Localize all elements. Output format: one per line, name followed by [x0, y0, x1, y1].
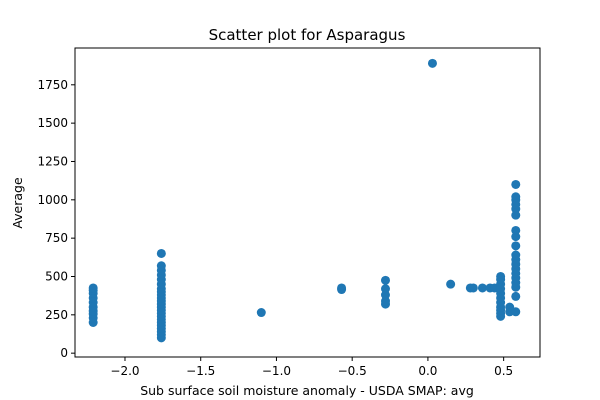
x-tick-label: −1.0 — [262, 364, 291, 378]
x-axis-label: Sub surface soil moisture anomaly - USDA… — [140, 383, 474, 398]
data-point — [446, 279, 456, 289]
y-tick-label: 1000 — [37, 193, 68, 207]
data-point — [381, 275, 390, 285]
data-point — [256, 308, 266, 318]
data-point — [511, 250, 521, 260]
y-tick-label: 1500 — [37, 116, 68, 130]
data-point — [496, 271, 506, 281]
y-axis-ticks: 0 250 500 750 1000 1250 1500 1750 — [37, 78, 75, 360]
plot-frame — [74, 47, 541, 358]
data-point — [511, 291, 521, 301]
data-point — [511, 241, 521, 251]
y-tick-label: 750 — [45, 231, 68, 245]
data-points — [88, 58, 521, 343]
data-point — [511, 192, 521, 202]
data-point — [427, 58, 437, 68]
x-tick-label: 0.5 — [494, 364, 513, 378]
y-tick-label: 250 — [45, 308, 68, 322]
y-tick-label: 500 — [45, 269, 68, 283]
data-point — [477, 283, 487, 293]
data-point — [156, 261, 166, 271]
data-point — [381, 284, 390, 294]
data-point — [156, 248, 166, 258]
data-point — [511, 307, 521, 317]
data-point — [511, 225, 521, 235]
data-point — [337, 283, 347, 293]
data-point — [88, 283, 98, 293]
x-tick-label: −2.0 — [110, 364, 139, 378]
y-axis-label: Average — [10, 177, 25, 229]
x-tick-label: 0.0 — [418, 364, 437, 378]
y-tick-label: 1750 — [37, 78, 68, 92]
y-tick-label: 0 — [60, 346, 68, 360]
x-tick-label: −0.5 — [338, 364, 367, 378]
x-tick-label: −1.5 — [186, 364, 215, 378]
data-point — [511, 179, 521, 189]
y-tick-label: 1250 — [37, 154, 68, 168]
chart-title: Scatter plot for Asparagus — [209, 26, 406, 44]
x-axis-ticks: −2.0 −1.5 −1.0 −0.5 0.0 0.5 — [110, 357, 513, 378]
data-point — [468, 283, 478, 293]
